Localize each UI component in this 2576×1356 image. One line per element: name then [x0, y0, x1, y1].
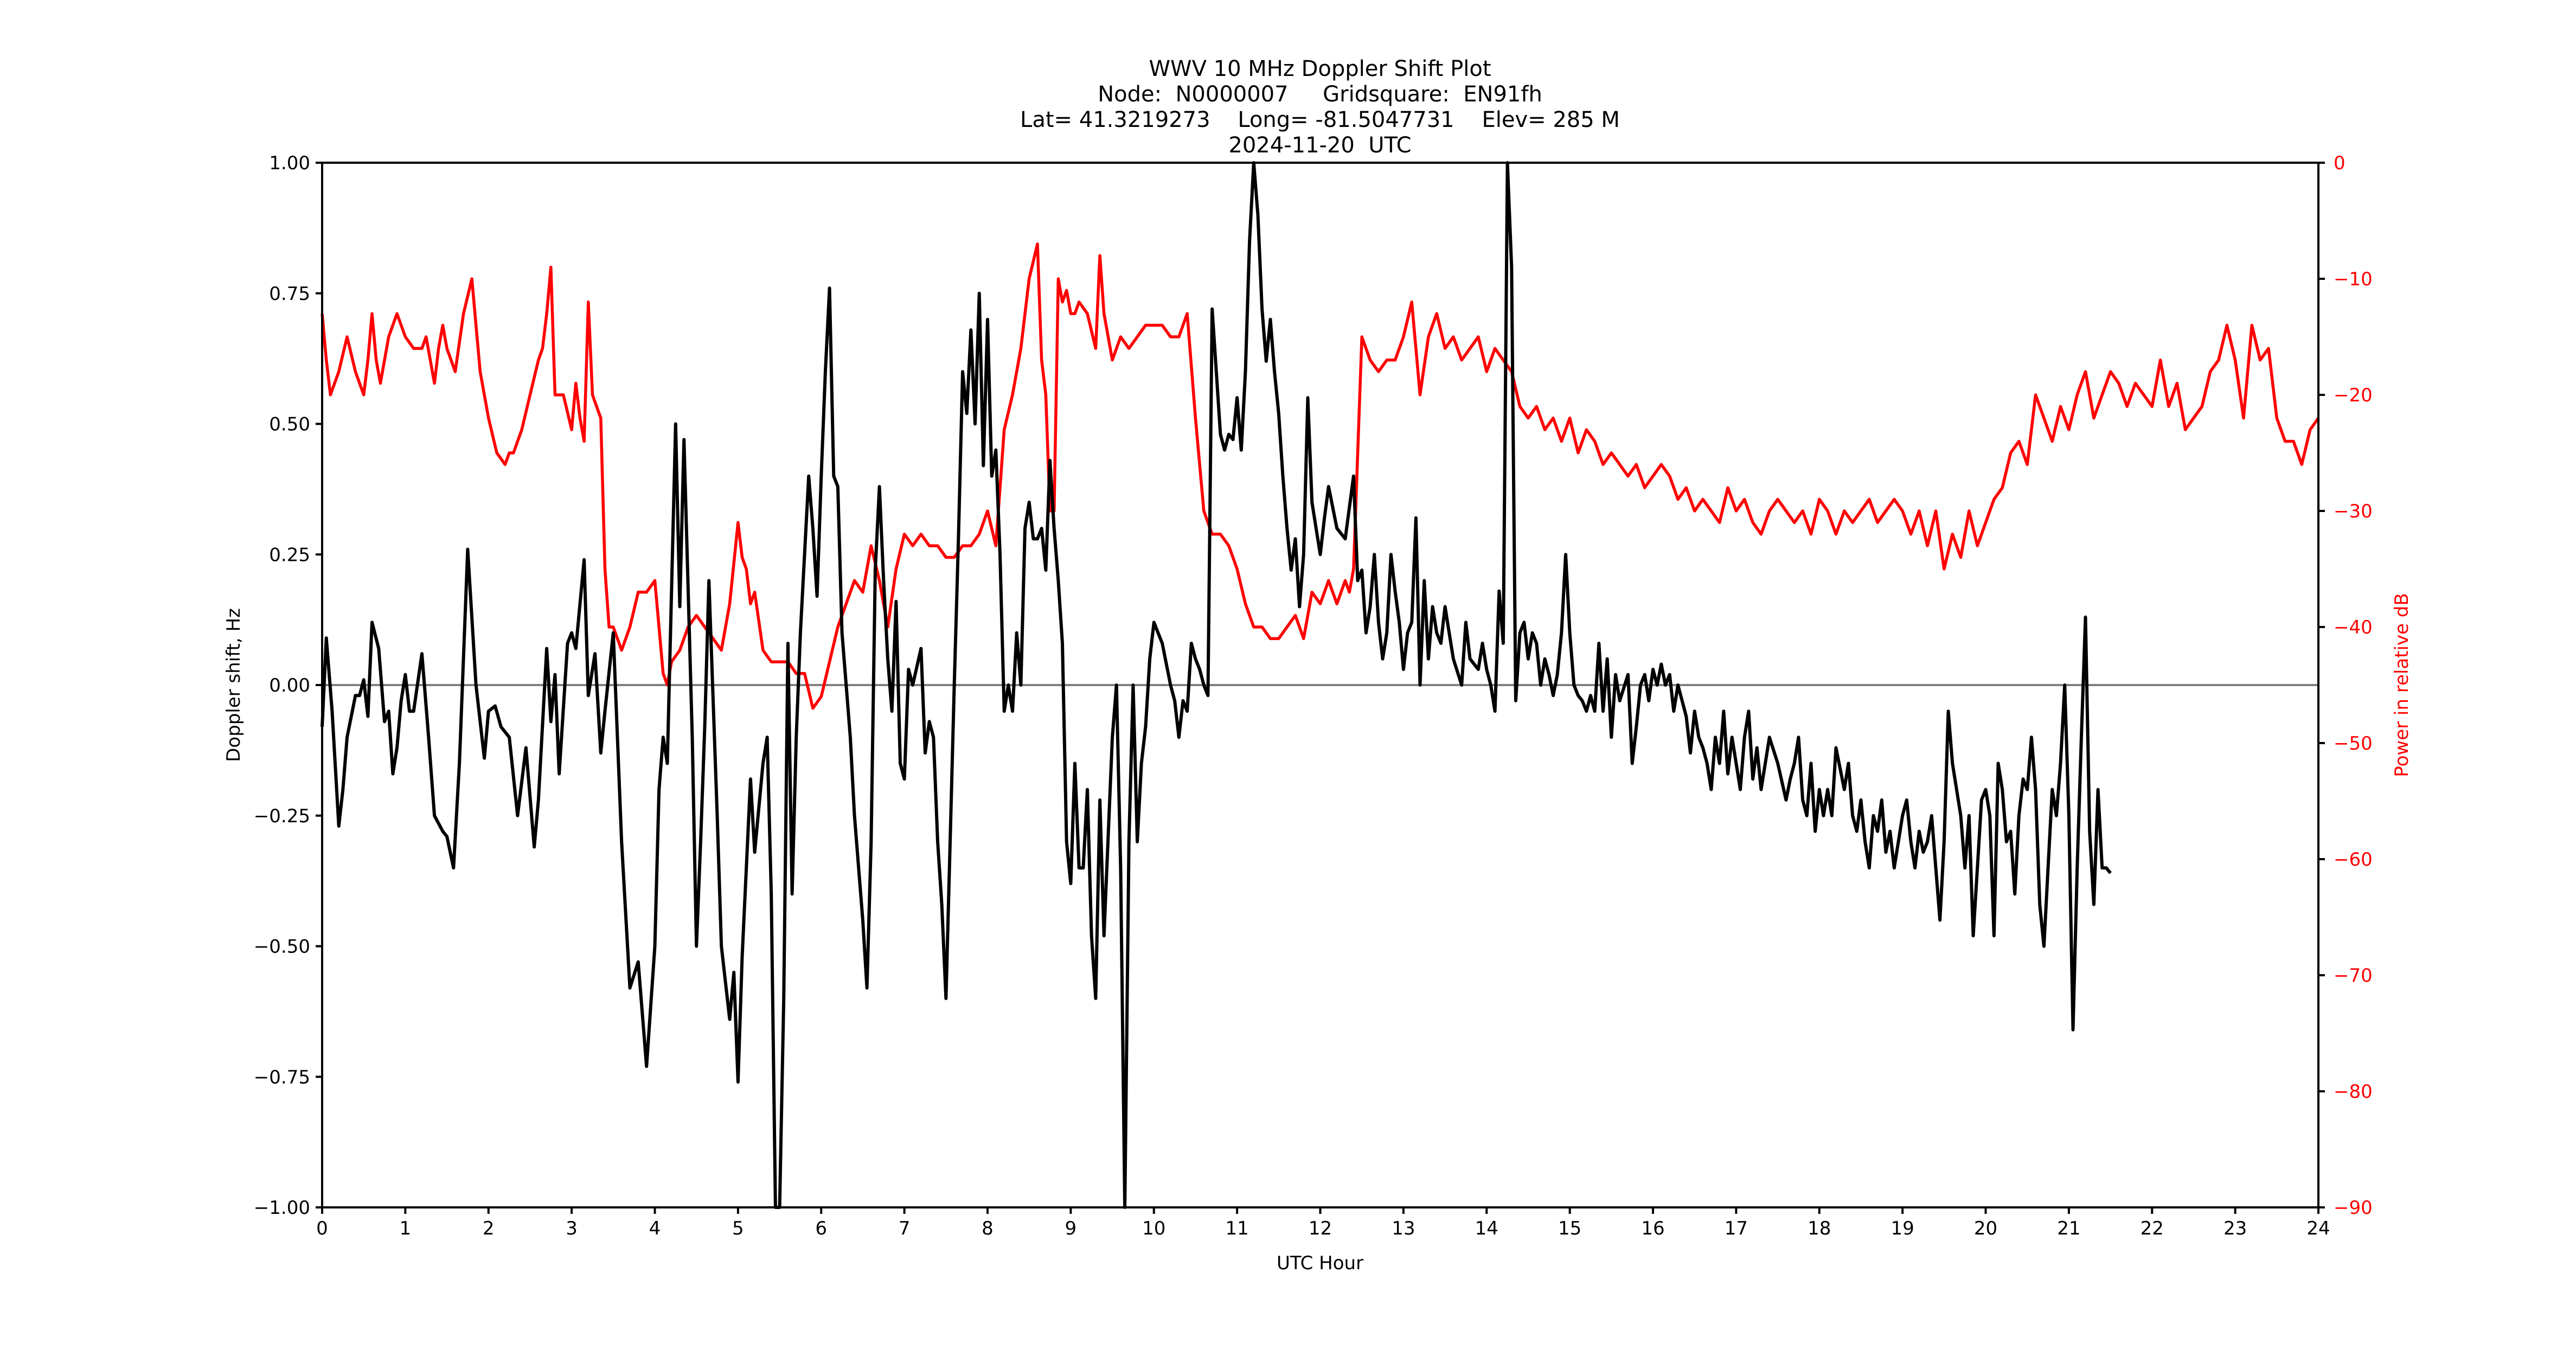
- x-tick-label: 10: [1142, 1218, 1165, 1239]
- doppler-series-line: [321, 161, 2112, 1209]
- chart-title-block: WWV 10 MHz Doppler Shift Plot Node: N000…: [1020, 56, 1620, 158]
- y-right-tick-label: −20: [2334, 385, 2373, 406]
- x-tick-label: 9: [1065, 1218, 1077, 1239]
- y-tick-label: 0.00: [269, 675, 310, 696]
- y-right-tick-label: −30: [2334, 501, 2373, 522]
- x-tick-label: 5: [732, 1218, 744, 1239]
- x-axis-ticks: 0 1 2 3 4 5 6 7 8 9 10 11 12 13 14 15 16 17 18 19 20 21 22 23 24: [316, 1207, 2330, 1239]
- x-tick-label: 2: [483, 1218, 495, 1239]
- y-right-tick-label: −80: [2334, 1081, 2373, 1103]
- x-tick-label: 13: [1392, 1218, 1415, 1239]
- y-right-tick-label: −90: [2334, 1197, 2373, 1219]
- x-tick-label: 16: [1641, 1218, 1664, 1239]
- x-tick-label: 24: [2306, 1218, 2330, 1239]
- plot-area: [321, 161, 2320, 1209]
- x-tick-label: 12: [1309, 1218, 1332, 1239]
- y-tick-label: −0.75: [254, 1066, 310, 1088]
- y-right-tick-label: −10: [2334, 268, 2373, 290]
- x-tick-label: 8: [982, 1218, 994, 1239]
- y-axis-right-label: Power in relative dB: [2391, 593, 2413, 777]
- x-tick-label: 7: [899, 1218, 911, 1239]
- chart-title: WWV 10 MHz Doppler Shift Plot: [1149, 56, 1491, 81]
- x-tick-label: 6: [815, 1218, 827, 1239]
- x-tick-label: 0: [316, 1218, 328, 1239]
- x-tick-label: 23: [2223, 1218, 2247, 1239]
- y-tick-label: −1.00: [254, 1197, 310, 1219]
- x-tick-label: 21: [2057, 1218, 2080, 1239]
- x-tick-label: 11: [1225, 1218, 1248, 1239]
- y-right-tick-label: −40: [2334, 617, 2373, 638]
- y-right-tick-label: −70: [2334, 965, 2373, 987]
- chart-subtitle-location: Lat= 41.3219273 Long= -81.5047731 Elev= …: [1020, 107, 1620, 132]
- x-axis-label: UTC Hour: [1277, 1252, 1363, 1274]
- x-tick-label: 20: [1974, 1218, 1997, 1239]
- x-tick-label: 15: [1558, 1218, 1581, 1239]
- x-tick-label: 18: [1808, 1218, 1831, 1239]
- x-tick-label: 22: [2141, 1218, 2164, 1239]
- y-right-tick-label: −60: [2334, 849, 2373, 871]
- y-tick-label: −0.50: [254, 936, 310, 958]
- chart-subtitle-date: 2024-11-20 UTC: [1228, 133, 1411, 158]
- y-tick-label: 0.25: [269, 544, 310, 566]
- x-tick-label: 1: [400, 1218, 412, 1239]
- x-tick-label: 4: [649, 1218, 661, 1239]
- y-tick-label: 0.50: [269, 414, 310, 436]
- y-right-tick-label: −50: [2334, 733, 2373, 754]
- y-axis-right-ticks: 0 −10 −20 −30 −40 −50 −60 −70 −80 −90: [2318, 152, 2373, 1219]
- x-tick-label: 14: [1475, 1218, 1498, 1239]
- x-tick-label: 17: [1725, 1218, 1748, 1239]
- y-axis-left-label: Doppler shift, Hz: [223, 608, 245, 762]
- x-tick-label: 19: [1891, 1218, 1914, 1239]
- chart-subtitle-node: Node: N0000007 Gridsquare: EN91fh: [1098, 82, 1542, 107]
- x-tick-label: 3: [566, 1218, 578, 1239]
- y-tick-label: 0.75: [269, 283, 310, 305]
- y-axis-left-ticks: 1.00 0.75 0.50 0.25 0.00 −0.25 −0.50 −0.75 −1.00: [254, 152, 322, 1219]
- y-right-tick-label: 0: [2334, 152, 2346, 174]
- power-series-line: [321, 242, 2320, 710]
- y-tick-label: −0.25: [254, 805, 310, 827]
- y-tick-label: 1.00: [269, 152, 310, 174]
